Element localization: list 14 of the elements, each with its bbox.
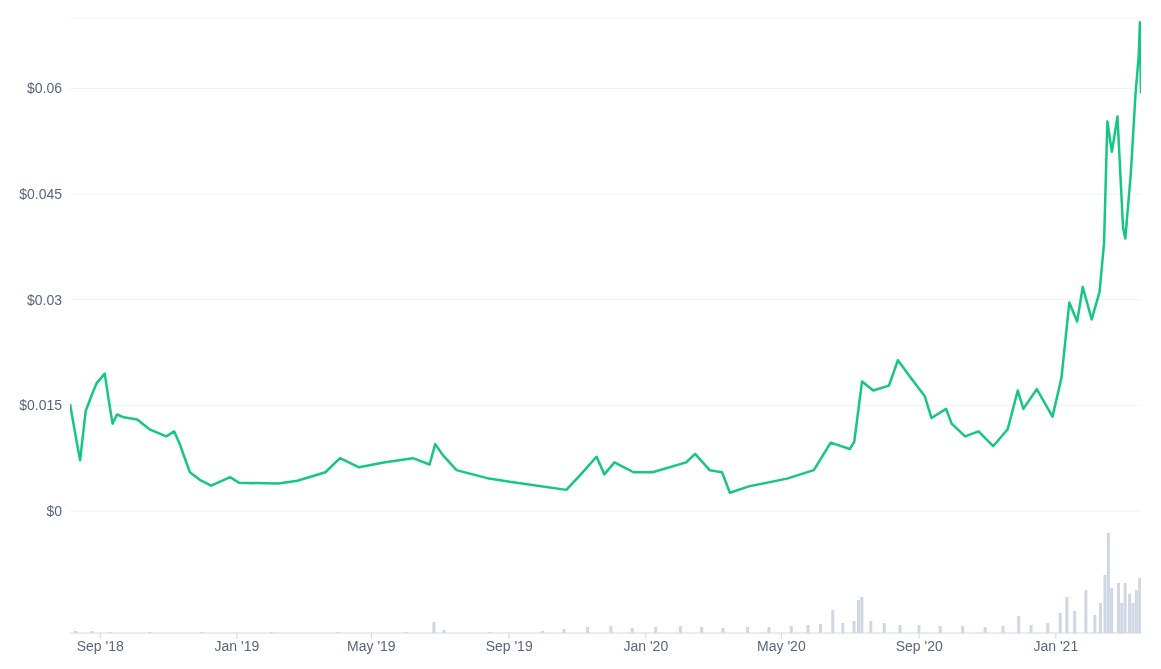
x-tick-label: Jan '21	[1033, 637, 1079, 654]
x-tick-label: Jan '20	[623, 637, 669, 654]
line-series	[70, 20, 1141, 494]
x-tick-label: Sep '18	[76, 637, 124, 654]
y-tick-label: $0.045	[19, 186, 63, 203]
y-tick-label: $0.03	[26, 291, 63, 308]
y-tick-label: $0.06	[26, 80, 63, 97]
x-tick-label: Sep '20	[895, 637, 943, 654]
y-tick-label: $0.015	[19, 397, 63, 414]
y-tick-label: $0	[46, 502, 63, 519]
x-tick-label: Jan '19	[214, 637, 260, 654]
x-tick-label: May '20	[757, 637, 806, 654]
x-tick-label: Sep '19	[485, 637, 533, 654]
x-tick-label: May '19	[347, 637, 396, 654]
